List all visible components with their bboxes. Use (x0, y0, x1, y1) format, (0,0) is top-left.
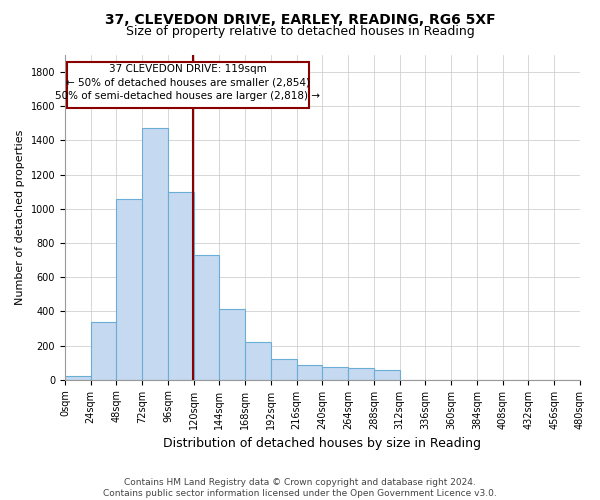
Bar (220, 309, 245, 380)
Bar (322, 367, 348, 380)
Text: 37 CLEVEDON DRIVE: 119sqm: 37 CLEVEDON DRIVE: 119sqm (109, 64, 266, 74)
Text: Size of property relative to detached houses in Reading: Size of property relative to detached ho… (125, 25, 475, 38)
Bar (116, 198, 142, 380)
Text: ← 50% of detached houses are smaller (2,854): ← 50% of detached houses are smaller (2,… (66, 78, 310, 88)
Bar (168, 192, 194, 380)
Bar (91, 322, 116, 380)
Bar (194, 255, 220, 380)
Bar (296, 365, 322, 380)
Bar (142, 128, 168, 380)
Text: Contains HM Land Registry data © Crown copyright and database right 2024.
Contai: Contains HM Land Registry data © Crown c… (103, 478, 497, 498)
X-axis label: Distribution of detached houses by size in Reading: Distribution of detached houses by size … (163, 437, 481, 450)
Bar (348, 368, 374, 380)
Bar (271, 359, 296, 380)
Bar (245, 342, 271, 380)
Text: 37, CLEVEDON DRIVE, EARLEY, READING, RG6 5XF: 37, CLEVEDON DRIVE, EARLEY, READING, RG6… (104, 12, 496, 26)
Text: 50% of semi-detached houses are larger (2,818) →: 50% of semi-detached houses are larger (… (55, 91, 320, 101)
FancyBboxPatch shape (67, 62, 308, 108)
Bar (374, 370, 400, 380)
Y-axis label: Number of detached properties: Number of detached properties (15, 130, 25, 305)
Bar (65, 376, 91, 380)
